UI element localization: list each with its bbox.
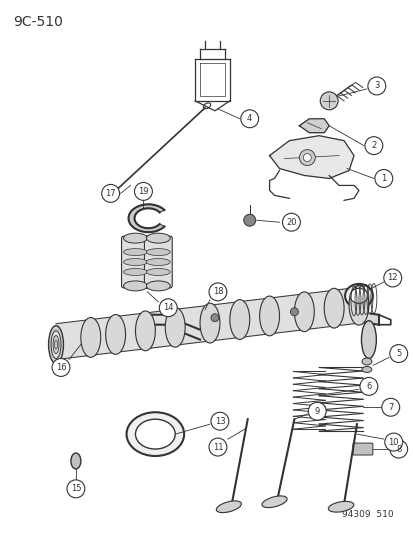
- Polygon shape: [128, 204, 164, 232]
- FancyBboxPatch shape: [144, 236, 172, 288]
- Circle shape: [303, 154, 311, 161]
- Circle shape: [384, 433, 402, 451]
- Ellipse shape: [328, 502, 353, 512]
- Ellipse shape: [294, 292, 313, 332]
- Circle shape: [211, 412, 228, 430]
- Circle shape: [240, 110, 258, 128]
- Circle shape: [282, 213, 300, 231]
- Ellipse shape: [48, 326, 63, 364]
- Ellipse shape: [229, 300, 249, 340]
- Polygon shape: [299, 119, 328, 133]
- Ellipse shape: [123, 233, 147, 243]
- Text: 1: 1: [380, 174, 385, 183]
- Circle shape: [290, 308, 298, 316]
- Text: 12: 12: [387, 273, 397, 282]
- Ellipse shape: [135, 311, 155, 351]
- Ellipse shape: [146, 233, 170, 243]
- Polygon shape: [56, 286, 368, 360]
- Circle shape: [381, 398, 399, 416]
- Ellipse shape: [126, 412, 184, 456]
- Ellipse shape: [199, 303, 219, 343]
- Text: 2: 2: [370, 141, 375, 150]
- Ellipse shape: [71, 453, 81, 469]
- Text: 10: 10: [387, 438, 398, 447]
- Circle shape: [52, 359, 70, 376]
- Text: 7: 7: [387, 403, 392, 412]
- Text: 94309  510: 94309 510: [341, 510, 393, 519]
- Text: 20: 20: [285, 218, 296, 227]
- Text: 9: 9: [314, 407, 319, 416]
- Circle shape: [374, 169, 392, 188]
- Ellipse shape: [55, 340, 57, 349]
- Text: 19: 19: [138, 187, 148, 196]
- Ellipse shape: [344, 284, 372, 308]
- Text: 3: 3: [373, 82, 379, 91]
- Ellipse shape: [146, 259, 170, 265]
- Text: 18: 18: [212, 287, 223, 296]
- Text: 13: 13: [214, 417, 225, 426]
- Text: 15: 15: [71, 484, 81, 494]
- Circle shape: [243, 214, 255, 226]
- Circle shape: [383, 269, 401, 287]
- Circle shape: [364, 136, 382, 155]
- Ellipse shape: [135, 419, 175, 449]
- Text: 4: 4: [247, 114, 252, 123]
- Circle shape: [359, 377, 377, 395]
- Circle shape: [209, 438, 226, 456]
- Circle shape: [211, 314, 218, 322]
- Circle shape: [102, 184, 119, 203]
- Ellipse shape: [81, 318, 100, 357]
- Circle shape: [389, 440, 407, 458]
- FancyBboxPatch shape: [352, 443, 372, 455]
- Circle shape: [367, 77, 385, 95]
- Text: 16: 16: [55, 363, 66, 372]
- Ellipse shape: [323, 288, 343, 328]
- Circle shape: [299, 150, 315, 166]
- Ellipse shape: [361, 358, 371, 365]
- Ellipse shape: [105, 314, 125, 354]
- Ellipse shape: [146, 248, 170, 255]
- Ellipse shape: [146, 269, 170, 276]
- Text: 6: 6: [366, 382, 371, 391]
- Ellipse shape: [123, 248, 147, 255]
- Ellipse shape: [349, 288, 367, 303]
- Text: 17: 17: [105, 189, 116, 198]
- Ellipse shape: [361, 321, 375, 359]
- Text: 14: 14: [163, 303, 173, 312]
- Ellipse shape: [51, 330, 61, 359]
- Text: 5: 5: [395, 349, 400, 358]
- Circle shape: [159, 299, 177, 317]
- Ellipse shape: [216, 501, 241, 513]
- Ellipse shape: [361, 367, 371, 373]
- Circle shape: [320, 92, 337, 110]
- Polygon shape: [269, 136, 353, 179]
- Polygon shape: [140, 315, 199, 340]
- Ellipse shape: [53, 336, 59, 353]
- Ellipse shape: [123, 259, 147, 265]
- Circle shape: [308, 402, 325, 420]
- Ellipse shape: [261, 496, 286, 507]
- Circle shape: [389, 345, 407, 362]
- Ellipse shape: [203, 103, 210, 109]
- Text: 9C-510: 9C-510: [13, 15, 63, 29]
- FancyBboxPatch shape: [121, 236, 149, 288]
- Polygon shape: [309, 305, 378, 325]
- Text: 8: 8: [395, 445, 401, 454]
- Text: 11: 11: [212, 442, 223, 451]
- Polygon shape: [199, 305, 309, 340]
- Circle shape: [67, 480, 85, 498]
- Ellipse shape: [259, 296, 279, 336]
- Ellipse shape: [123, 269, 147, 276]
- Ellipse shape: [146, 281, 170, 291]
- Circle shape: [134, 182, 152, 200]
- Ellipse shape: [165, 308, 185, 347]
- Circle shape: [209, 283, 226, 301]
- Ellipse shape: [348, 285, 368, 325]
- Ellipse shape: [123, 281, 147, 291]
